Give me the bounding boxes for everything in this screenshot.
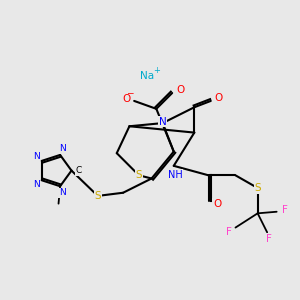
Text: N: N — [59, 144, 66, 153]
Text: N: N — [59, 188, 66, 197]
Text: F: F — [282, 205, 287, 215]
Text: O: O — [214, 93, 223, 103]
Text: N: N — [33, 180, 39, 189]
Text: N: N — [159, 116, 167, 127]
Text: C: C — [75, 166, 82, 175]
Text: Na: Na — [140, 70, 154, 81]
Text: S: S — [94, 191, 101, 201]
Text: S: S — [254, 183, 261, 193]
Text: N: N — [33, 152, 39, 161]
Text: F: F — [266, 234, 272, 244]
Text: −: − — [126, 88, 134, 98]
Text: S: S — [136, 170, 142, 180]
Text: O: O — [176, 85, 184, 95]
Text: O: O — [213, 199, 222, 209]
Text: F: F — [226, 227, 232, 237]
Text: NH: NH — [168, 170, 183, 180]
Text: O: O — [122, 94, 130, 104]
Text: +: + — [153, 66, 160, 75]
